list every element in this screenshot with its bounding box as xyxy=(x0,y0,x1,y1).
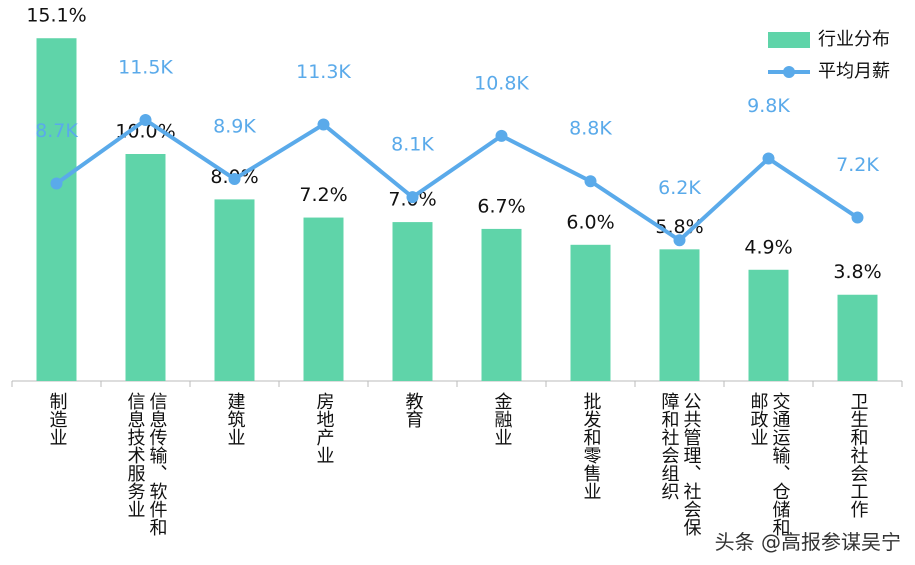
bar xyxy=(837,294,878,381)
x-tick-label: 交通运输、仓储和邮政业 xyxy=(747,392,791,536)
bar xyxy=(214,199,255,381)
x-tick-label: 批发和零售业 xyxy=(580,392,602,500)
line-label: 9.8K xyxy=(747,95,790,117)
legend-swatch xyxy=(783,66,795,78)
bar xyxy=(570,244,611,381)
bar xyxy=(125,154,166,381)
bar-label: 6.7% xyxy=(477,195,525,217)
line-point xyxy=(139,113,152,126)
line-point xyxy=(851,211,864,224)
line-point xyxy=(50,177,63,190)
bar-label: 3.8% xyxy=(833,261,881,283)
line-point xyxy=(762,152,775,165)
legend-label: 行业分布 xyxy=(818,29,890,50)
x-tick-label: 建筑业 xyxy=(224,392,246,446)
line-label: 10.8K xyxy=(474,72,529,94)
x-tick-label: 公共管理、社会保障和社会组织 xyxy=(658,392,702,536)
line-label: 11.3K xyxy=(296,61,351,83)
line-label: 8.8K xyxy=(569,118,612,140)
bar-label: 15.1% xyxy=(26,5,86,27)
line-label: 8.7K xyxy=(35,120,78,142)
bar-label: 6.0% xyxy=(566,211,614,233)
line-point xyxy=(495,129,508,142)
line-label: 6.2K xyxy=(658,177,701,199)
line-label: 7.2K xyxy=(836,154,879,176)
bar xyxy=(36,38,77,381)
bar-label: 10.0% xyxy=(115,121,175,143)
x-tick-label: 房地产业 xyxy=(313,392,335,464)
bar xyxy=(481,228,522,381)
x-tick-label: 卫生和社会工作 xyxy=(847,392,869,518)
x-tick-label: 信息传输、软件和信息技术服务业 xyxy=(124,392,168,536)
legend-swatch xyxy=(768,32,810,48)
bar xyxy=(659,249,700,381)
x-tick-label: 教育 xyxy=(402,392,424,428)
legend-label: 平均月薪 xyxy=(818,61,890,82)
line xyxy=(55,117,859,243)
bar-label: 7.2% xyxy=(299,184,347,206)
line-label: 11.5K xyxy=(118,56,173,78)
bar xyxy=(303,217,344,381)
bar xyxy=(748,269,789,381)
line-point xyxy=(584,175,597,188)
x-tick-label: 制造业 xyxy=(46,392,68,446)
x-tick-label: 金融业 xyxy=(491,392,513,446)
watermark: 头条 @高报参谋吴宁 xyxy=(714,530,901,554)
bar xyxy=(392,222,433,381)
line-label: 8.9K xyxy=(213,115,256,137)
bar-label: 4.9% xyxy=(744,236,792,258)
line-label: 8.1K xyxy=(391,134,434,156)
line-point xyxy=(406,191,419,204)
line-point xyxy=(673,234,686,247)
line-point xyxy=(317,118,330,131)
line-point xyxy=(228,172,241,185)
